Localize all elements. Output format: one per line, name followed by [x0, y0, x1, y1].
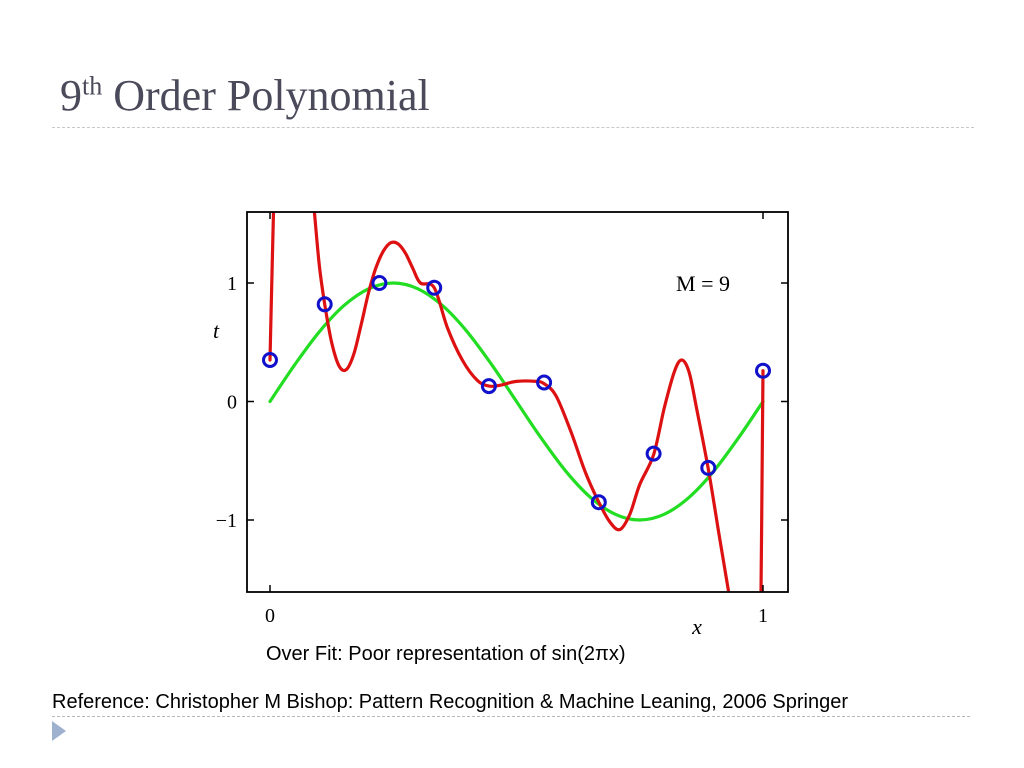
y-tick-label: 1 [227, 273, 237, 295]
reference-divider [52, 716, 970, 717]
title-divider [52, 127, 974, 128]
reference-text: Reference: Christopher M Bishop: Pattern… [52, 691, 849, 713]
y-tick-label: 0 [227, 392, 237, 414]
y-tick-label: −1 [216, 510, 237, 532]
x-tick-label: 1 [758, 605, 768, 627]
data-point-2 [316, 296, 333, 313]
x-tick-label: 0 [265, 605, 275, 627]
chart-caption: Over Fit: Poor representation of sin(2πx… [266, 643, 626, 665]
title-superscript: th [82, 71, 103, 101]
y-axis-label: t [213, 318, 220, 343]
true-sine-curve [268, 281, 765, 522]
data-point-6 [536, 374, 553, 391]
data-point-10 [755, 362, 771, 379]
triangle-bullet-icon [52, 721, 66, 741]
data-point-5 [480, 378, 497, 395]
x-axis-label: x [691, 614, 702, 639]
data-point-3 [371, 275, 388, 291]
polynomial-fit-curve-segment-2 [312, 212, 731, 592]
polynomial-fit-curve-segment-1 [268, 212, 276, 362]
data-point-1 [262, 352, 278, 368]
data-point-9 [700, 459, 717, 476]
data-point-7 [590, 494, 607, 511]
slide-title: 9th Order Polynomial [60, 70, 430, 121]
polynomial-fit-curve-segment-3 [759, 369, 765, 592]
data-point-8 [645, 445, 662, 462]
title-base: 9 [60, 71, 82, 120]
model-order-annotation: M = 9 [676, 271, 730, 296]
data-point-4 [426, 279, 443, 296]
title-text: Order Polynomial [102, 71, 430, 120]
